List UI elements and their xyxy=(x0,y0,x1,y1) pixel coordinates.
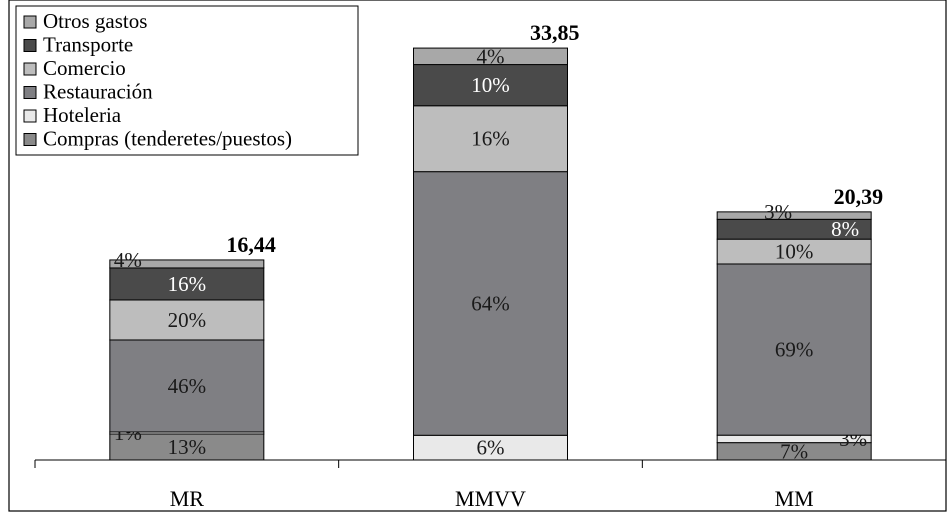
legend-swatch-2 xyxy=(23,62,37,76)
data-label-mmvv-5: 4% xyxy=(477,44,505,68)
legend-entry-3: Restauración xyxy=(43,80,153,104)
category-label-mm: MM xyxy=(775,486,814,511)
bar-segment-mm-5 xyxy=(716,211,872,220)
total-label-mmvv: 33,85 xyxy=(530,20,580,45)
bar-segment-mr-5 xyxy=(109,259,265,269)
bar-segment-mm-2 xyxy=(716,263,872,436)
data-label-mmvv-3: 16% xyxy=(471,127,510,151)
total-label-mm: 20,39 xyxy=(834,184,884,209)
legend: Otros gastosTransporteComercioRestauraci… xyxy=(15,5,359,156)
legend-swatch-3 xyxy=(23,86,37,99)
data-label-mm-4: 8% xyxy=(831,217,859,241)
data-label-mm-5: 3% xyxy=(764,200,792,224)
bar-segment-mr-0 xyxy=(109,433,265,461)
bars-layer: 13%1%46%20%16%4%16,446%64%16%10%4%33,857… xyxy=(109,20,884,463)
total-label-mr: 16,44 xyxy=(226,232,276,257)
bar-segment-mr-3 xyxy=(109,299,265,341)
bar-segment-mmvv-3 xyxy=(413,105,568,173)
bar-segment-mr-2 xyxy=(109,339,265,433)
legend-box xyxy=(15,5,359,156)
data-label-mr-5: 4% xyxy=(114,248,142,272)
legend-swatch-5 xyxy=(23,133,37,146)
bar-segment-mmvv-5 xyxy=(413,47,568,66)
data-label-mr-0: 13% xyxy=(168,435,207,459)
data-label-mm-3: 10% xyxy=(775,240,814,264)
legend-swatch-4 xyxy=(23,109,37,123)
data-label-mmvv-4: 10% xyxy=(471,73,510,97)
legend-entry-0: Otros gastos xyxy=(43,9,147,33)
data-label-mr-3: 20% xyxy=(168,308,207,332)
category-label-mmvv: MMVV xyxy=(455,486,526,511)
legend-swatch-0 xyxy=(23,15,37,29)
legend-entry-5: Compras (tenderetes/puestos) xyxy=(43,127,292,151)
legend-swatch-1 xyxy=(23,39,37,52)
data-label-mr-4: 16% xyxy=(168,272,207,296)
category-label-mr: MR xyxy=(170,486,205,511)
data-label-mmvv-2: 64% xyxy=(471,291,510,315)
legend-entry-1: Transporte xyxy=(43,33,133,57)
bar-segment-mmvv-4 xyxy=(413,64,568,107)
legend-entry-2: Comercio xyxy=(43,56,126,80)
bar-segment-mmvv-2 xyxy=(413,171,568,436)
data-label-mmvv-1: 6% xyxy=(477,436,505,460)
bar-segment-mr-4 xyxy=(109,267,265,301)
data-label-mm-2: 69% xyxy=(775,338,814,362)
data-label-mm-0: 7% xyxy=(780,439,808,463)
legend-entry-4: Hoteleria xyxy=(43,103,122,127)
data-label-mr-2: 46% xyxy=(168,374,207,398)
x-axis: MR MMVV MM xyxy=(34,459,947,511)
